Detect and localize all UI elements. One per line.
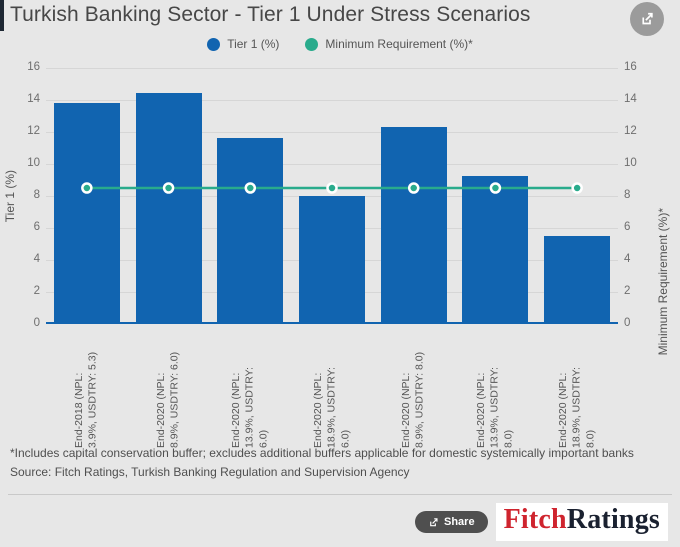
line-marker[interactable] — [407, 182, 420, 194]
y-tick-left: 6 — [33, 221, 40, 233]
legend-label: Tier 1 (%) — [227, 37, 280, 51]
y-axis-title-right: Minimum Requirement (%)* — [656, 208, 670, 356]
line-marker[interactable] — [81, 182, 93, 194]
y-tick-right: 4 — [624, 253, 631, 265]
chart-title: Turkish Banking Sector - Tier 1 Under St… — [10, 3, 531, 26]
share-button[interactable]: Share — [415, 511, 488, 533]
y-tick-left: 16 — [27, 61, 40, 73]
x-category-label: End-2020 (NPL: 18.9%, USDTRY: 8.0) — [556, 367, 596, 448]
footnote-source: Source: Fitch Ratings, Turkish Banking R… — [10, 465, 410, 480]
x-label-slot: End-2020 (NPL: 8.9%, USDTRY: 6.0) — [128, 334, 210, 448]
bar[interactable] — [135, 93, 202, 322]
footer-row: Share FitchRatings — [415, 503, 668, 541]
x-label-slot: End-2020 (NPL: 13.9%, USDTRY: 6.0) — [209, 334, 291, 448]
legend-item[interactable]: Minimum Requirement (%)* — [305, 37, 473, 51]
share-export-button[interactable] — [630, 2, 664, 36]
y-tick-right: 10 — [624, 157, 637, 169]
gridline — [46, 132, 618, 133]
x-label-slot: End-2018 (NPL: 3.9%, USDTRY: 5.3) — [46, 334, 128, 448]
x-label-slot: End-2020 (NPL: 8.9%, USDTRY: 8.0) — [373, 334, 455, 448]
y-tick-left: 2 — [33, 285, 40, 297]
x-category-label: End-2020 (NPL: 13.9%, USDTRY: 8.0) — [474, 367, 515, 448]
gridline — [46, 68, 618, 69]
x-category-label: End-2020 (NPL: 13.9%, USDTRY: 6.0) — [229, 367, 270, 448]
line-marker[interactable] — [162, 182, 175, 194]
y-tick-left: 0 — [33, 317, 40, 329]
y-tick-left: 4 — [33, 253, 40, 265]
x-label-slot: End-2020 (NPL: 18.9%, USDTRY: 8.0) — [536, 334, 618, 448]
y-tick-left: 12 — [27, 125, 40, 137]
share-icon — [428, 517, 439, 528]
bar[interactable] — [544, 235, 611, 322]
x-category-label: End-2020 (NPL: 8.9%, USDTRY: 8.0) — [400, 351, 426, 448]
min-requirement-line — [81, 182, 583, 194]
y-tick-right: 0 — [624, 317, 631, 329]
x-category-label: End-2020 (NPL: 8.9%, USDTRY: 6.0) — [154, 351, 181, 448]
legend-label: Minimum Requirement (%)* — [325, 37, 473, 51]
line-marker[interactable] — [326, 182, 338, 194]
y-tick-left: 8 — [33, 189, 40, 201]
y-tick-right: 12 — [624, 125, 637, 137]
line-marker[interactable] — [244, 182, 257, 194]
x-axis-labels: End-2018 (NPL: 3.9%, USDTRY: 5.3) End-2020… — [46, 334, 618, 448]
chart-legend: Tier 1 (%) Minimum Requirement (%)* — [0, 37, 680, 51]
bar[interactable] — [217, 138, 284, 322]
y-tick-right: 16 — [624, 61, 637, 73]
bar[interactable] — [299, 195, 365, 322]
y-tick-right: 8 — [624, 189, 631, 201]
chart-area: Tier 1 (%) Minimum Requirement (%)* End-… — [0, 58, 680, 448]
logo-fitch: Fitch — [503, 504, 567, 535]
footer-divider — [8, 494, 672, 495]
y-tick-left: 14 — [27, 93, 40, 105]
footnote-block: *Includes capital conservation buffer; e… — [10, 444, 670, 482]
x-label-slot: End-2020 (NPL: 13.9%, USDTRY: 8.0) — [455, 334, 537, 448]
footnote-note: *Includes capital conservation buffer; e… — [10, 446, 634, 460]
title-accent-bar — [0, 0, 4, 31]
y-tick-left: 10 — [27, 157, 40, 169]
x-category-label: End-2020 (NPL: 18.9%, USDTRY: 6.0) — [311, 367, 351, 448]
bar[interactable] — [380, 126, 447, 322]
x-category-label: End-2018 (NPL: 3.9%, USDTRY: 5.3) — [73, 351, 99, 448]
x-label-slot: End-2020 (NPL: 18.9%, USDTRY: 6.0) — [291, 334, 373, 448]
bar[interactable] — [53, 102, 120, 322]
y-tick-right: 2 — [624, 285, 631, 297]
share-export-icon — [638, 10, 656, 28]
line-marker[interactable] — [571, 182, 583, 194]
legend-dot-icon — [207, 37, 221, 51]
fitch-ratings-logo: FitchRatings — [495, 503, 668, 541]
bar[interactable] — [462, 176, 529, 322]
legend-dot-icon — [305, 37, 319, 51]
line-marker[interactable] — [489, 182, 502, 194]
logo-ratings: Ratings — [566, 504, 660, 535]
plot-area — [46, 68, 618, 324]
share-button-label: Share — [444, 516, 475, 528]
y-tick-right: 14 — [624, 93, 637, 105]
gridline — [46, 100, 618, 101]
gridline — [46, 164, 618, 165]
y-tick-right: 6 — [624, 221, 631, 233]
legend-item[interactable]: Tier 1 (%) — [207, 37, 279, 51]
